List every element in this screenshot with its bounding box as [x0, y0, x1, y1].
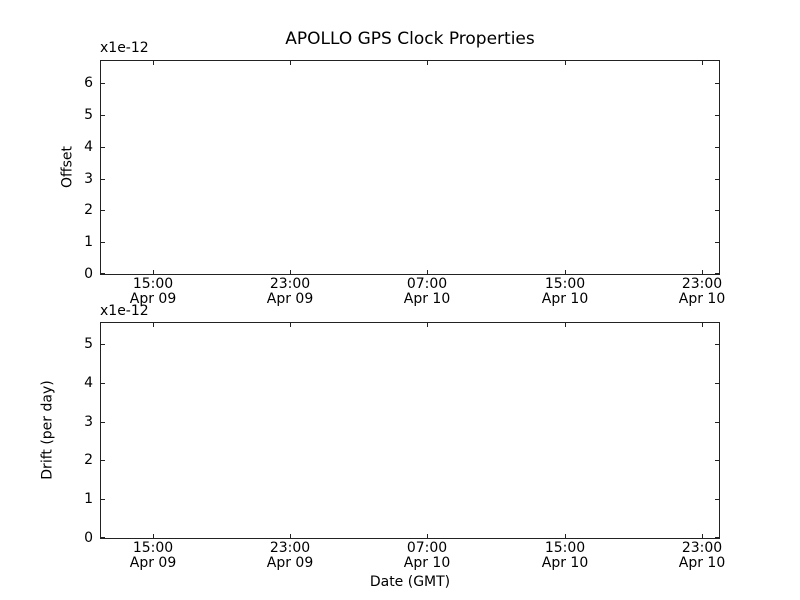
- x-tick-mark: [290, 270, 291, 274]
- y-axis-multiplier-drift: x1e-12: [100, 303, 149, 319]
- x-tick-mark: [290, 534, 291, 538]
- x-tick-label: 15:00 Apr 09: [111, 541, 195, 571]
- x-tick-time: 15:00: [132, 276, 174, 292]
- offset-subplot: [100, 60, 720, 275]
- y-tick-mark: [715, 210, 719, 211]
- x-tick-time: 23:00: [681, 540, 723, 556]
- y-tick-label: 3: [84, 414, 93, 430]
- chart-title: APOLLO GPS Clock Properties: [285, 29, 535, 49]
- y-tick-mark: [715, 83, 719, 84]
- y-tick-mark: [715, 460, 719, 461]
- x-tick-label: 23:00 Apr 09: [248, 541, 332, 571]
- y-tick-mark: [101, 210, 105, 211]
- x-tick-time: 07:00: [406, 276, 448, 292]
- y-tick-mark: [101, 273, 105, 274]
- y-tick-mark: [715, 273, 719, 274]
- x-tick-date: Apr 10: [541, 291, 589, 307]
- y-tick-mark: [715, 499, 719, 500]
- x-tick-mark: [427, 61, 428, 65]
- y-tick-mark: [715, 344, 719, 345]
- y-tick-mark: [101, 83, 105, 84]
- x-tick-label: 07:00 Apr 10: [385, 277, 469, 307]
- x-tick-label: 15:00 Apr 10: [523, 541, 607, 571]
- x-tick-mark: [427, 534, 428, 538]
- x-tick-mark: [565, 270, 566, 274]
- x-tick-mark: [702, 270, 703, 274]
- x-tick-date: Apr 10: [403, 291, 451, 307]
- x-tick-mark: [565, 61, 566, 65]
- x-tick-mark: [153, 323, 154, 327]
- x-tick-mark: [153, 534, 154, 538]
- x-tick-mark: [290, 61, 291, 65]
- y-tick-mark: [715, 242, 719, 243]
- drift-subplot: [100, 322, 720, 539]
- x-tick-date: Apr 10: [678, 291, 726, 307]
- x-tick-date: Apr 09: [266, 555, 314, 571]
- x-tick-label: 15:00 Apr 10: [523, 277, 607, 307]
- x-tick-date: Apr 10: [678, 555, 726, 571]
- y-axis-multiplier-offset: x1e-12: [100, 40, 149, 56]
- x-tick-time: 23:00: [269, 540, 311, 556]
- y-tick-label: 0: [84, 530, 93, 546]
- y-tick-mark: [101, 499, 105, 500]
- y-tick-mark: [715, 537, 719, 538]
- x-tick-mark: [702, 534, 703, 538]
- x-tick-mark: [427, 323, 428, 327]
- y-tick-label: 1: [84, 491, 93, 507]
- drift-y-axis-label: Drift (per day): [39, 380, 56, 480]
- y-tick-label: 5: [84, 107, 93, 123]
- y-tick-mark: [715, 115, 719, 116]
- y-tick-label: 3: [84, 171, 93, 187]
- x-tick-mark: [427, 270, 428, 274]
- x-tick-label: 23:00 Apr 09: [248, 277, 332, 307]
- x-tick-date: Apr 10: [541, 555, 589, 571]
- y-tick-label: 1: [84, 234, 93, 250]
- x-tick-mark: [565, 323, 566, 327]
- y-tick-mark: [101, 147, 105, 148]
- x-tick-time: 23:00: [269, 276, 311, 292]
- x-tick-time: 15:00: [544, 276, 586, 292]
- y-tick-label: 4: [84, 375, 93, 391]
- y-tick-label: 2: [84, 452, 93, 468]
- x-axis-label: Date (GMT): [369, 574, 451, 590]
- x-tick-mark: [290, 323, 291, 327]
- y-tick-label: 0: [84, 266, 93, 282]
- x-tick-date: Apr 09: [266, 291, 314, 307]
- y-tick-mark: [101, 242, 105, 243]
- y-tick-mark: [715, 147, 719, 148]
- x-tick-time: 07:00: [406, 540, 448, 556]
- x-tick-mark: [565, 534, 566, 538]
- x-tick-date: Apr 10: [403, 555, 451, 571]
- y-tick-mark: [101, 344, 105, 345]
- x-tick-mark: [702, 323, 703, 327]
- x-tick-mark: [153, 270, 154, 274]
- y-tick-mark: [101, 115, 105, 116]
- x-tick-label: 15:00 Apr 09: [111, 277, 195, 307]
- x-tick-date: Apr 09: [129, 555, 177, 571]
- x-tick-mark: [153, 61, 154, 65]
- y-tick-label: 2: [84, 202, 93, 218]
- y-tick-label: 4: [84, 139, 93, 155]
- x-tick-time: 15:00: [132, 540, 174, 556]
- y-tick-mark: [101, 179, 105, 180]
- y-tick-mark: [101, 422, 105, 423]
- y-tick-label: 5: [84, 336, 93, 352]
- x-tick-label: 23:00 Apr 10: [660, 277, 744, 307]
- x-tick-time: 15:00: [544, 540, 586, 556]
- y-tick-mark: [101, 383, 105, 384]
- y-tick-mark: [715, 383, 719, 384]
- y-tick-mark: [715, 179, 719, 180]
- y-tick-mark: [101, 460, 105, 461]
- x-tick-date: Apr 09: [129, 291, 177, 307]
- x-tick-label: 23:00 Apr 10: [660, 541, 744, 571]
- y-tick-mark: [101, 537, 105, 538]
- y-tick-mark: [715, 422, 719, 423]
- y-tick-label: 6: [84, 75, 93, 91]
- x-tick-mark: [702, 61, 703, 65]
- x-tick-time: 23:00: [681, 276, 723, 292]
- x-tick-label: 07:00 Apr 10: [385, 541, 469, 571]
